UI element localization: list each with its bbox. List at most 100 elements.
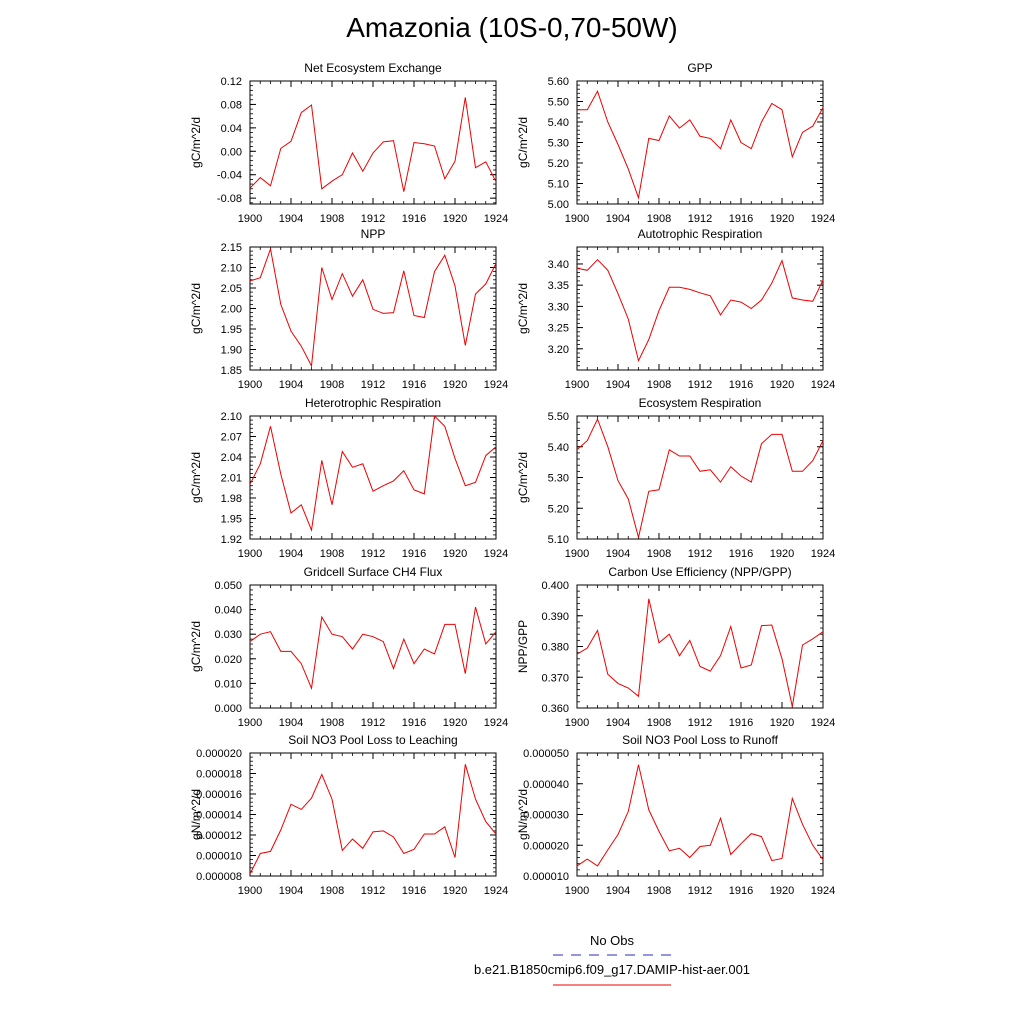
- panel-2: NPP gC/m^2/d 1900 1904 1908 1912 1916 1920 1924 1…: [189, 227, 508, 391]
- x-tick-label: 1912: [688, 885, 712, 897]
- y-tick-label: 2.01: [221, 473, 242, 485]
- x-tick-label: 1900: [238, 717, 262, 729]
- y-tick-label: 0.050: [214, 580, 242, 592]
- y-tick-label: 0.000010: [196, 851, 242, 863]
- x-tick-label: 1904: [606, 548, 630, 560]
- x-tick-label: 1920: [770, 548, 794, 560]
- panel-frame: [576, 752, 824, 877]
- y-tick-label: 1.85: [221, 365, 242, 377]
- y-tick-label: 0.000012: [196, 830, 242, 842]
- y-axis-label: gN/m^2/d: [516, 789, 530, 840]
- y-tick-label: 2.04: [221, 452, 242, 464]
- y-axis-label: gC/m^2/d: [189, 621, 203, 672]
- y-tick-label: 0.040: [214, 605, 242, 617]
- x-tick-label: 1908: [320, 885, 344, 897]
- x-tick-label: 1920: [770, 717, 794, 729]
- x-tick-label: 1900: [565, 379, 589, 391]
- x-tick-label: 1908: [320, 548, 344, 560]
- x-tick-label: 1904: [279, 885, 303, 897]
- panel-1: GPP gC/m^2/d 1900 1904 1908 1912 1916 1920 1924 5…: [516, 61, 835, 225]
- x-tick-label: 1924: [484, 717, 508, 729]
- series-line-0: [249, 414, 497, 532]
- x-tick-label: 1920: [443, 213, 467, 225]
- x-tick-label: 1916: [729, 717, 753, 729]
- y-tick-label: 5.50: [548, 411, 569, 423]
- panel-title: Net Ecosystem Exchange: [304, 61, 442, 75]
- x-tick-label: 1912: [688, 213, 712, 225]
- y-tick-label: 0.030: [214, 629, 242, 641]
- x-tick-label: 1904: [279, 548, 303, 560]
- y-tick-label: 0.020: [214, 654, 242, 666]
- panel-3: Autotrophic Respiration gC/m^2/d 1900 1904 1…: [516, 227, 835, 391]
- x-tick-label: 1916: [402, 379, 426, 391]
- x-tick-label: 1912: [361, 717, 385, 729]
- panel-title: Carbon Use Efficiency (NPP/GPP): [608, 565, 791, 579]
- y-tick-label: 2.00: [221, 304, 242, 316]
- y-tick-label: 0.010: [214, 678, 242, 690]
- x-tick-label: 1924: [811, 548, 835, 560]
- series-line-0: [576, 598, 824, 707]
- x-tick-label: 1916: [729, 213, 753, 225]
- y-tick-label: 2.07: [221, 432, 242, 444]
- panel-7: Carbon Use Efficiency (NPP/GPP) NPP/GPP 19…: [516, 565, 835, 729]
- y-tick-label: 5.40: [548, 442, 569, 454]
- y-tick-label: 5.00: [548, 199, 569, 211]
- y-tick-label: 0.04: [221, 123, 242, 135]
- panel-title: Soil NO3 Pool Loss to Leaching: [288, 733, 457, 747]
- y-axis-label: gC/m^2/d: [189, 452, 203, 503]
- x-tick-label: 1904: [279, 379, 303, 391]
- y-tick-label: 3.25: [548, 323, 569, 335]
- x-tick-label: 1920: [443, 548, 467, 560]
- y-tick-label: 5.30: [548, 138, 569, 150]
- y-tick-label: 3.20: [548, 344, 569, 356]
- panel-title: Autotrophic Respiration: [638, 227, 763, 241]
- x-tick-label: 1920: [770, 213, 794, 225]
- y-tick-label: 0.000016: [196, 789, 242, 801]
- y-tick-label: 2.10: [221, 263, 242, 275]
- x-tick-label: 1916: [402, 213, 426, 225]
- panel-frame: [249, 415, 497, 540]
- y-tick-label: 0.370: [541, 672, 569, 684]
- x-tick-label: 1916: [729, 379, 753, 391]
- y-tick-label: 5.20: [548, 158, 569, 170]
- panel-title: NPP: [361, 227, 386, 241]
- x-tick-label: 1924: [484, 548, 508, 560]
- y-tick-label: 3.40: [548, 259, 569, 271]
- x-tick-label: 1900: [565, 213, 589, 225]
- y-tick-label: -0.08: [217, 193, 242, 205]
- x-tick-label: 1912: [361, 885, 385, 897]
- x-tick-label: 1924: [811, 213, 835, 225]
- x-tick-label: 1908: [647, 717, 671, 729]
- x-tick-label: 1904: [279, 213, 303, 225]
- y-tick-label: 1.92: [221, 534, 242, 546]
- panel-frame: [576, 80, 824, 205]
- y-tick-label: 2.10: [221, 411, 242, 423]
- y-tick-label: 0.000: [214, 703, 242, 715]
- x-tick-label: 1904: [279, 717, 303, 729]
- y-tick-label: 0.000010: [523, 871, 569, 883]
- series-line-0: [249, 247, 497, 368]
- y-tick-label: 5.20: [548, 503, 569, 515]
- y-tick-label: 0.000014: [196, 810, 242, 822]
- panel-frame: [249, 80, 497, 205]
- y-axis-label: gC/m^2/d: [516, 452, 530, 503]
- y-tick-label: 1.98: [221, 493, 242, 505]
- y-tick-label: 1.95: [221, 324, 242, 336]
- x-tick-label: 1924: [811, 717, 835, 729]
- x-tick-label: 1924: [484, 379, 508, 391]
- y-tick-label: 0.400: [541, 580, 569, 592]
- x-tick-label: 1908: [647, 213, 671, 225]
- x-tick-label: 1920: [770, 379, 794, 391]
- y-axis-label: NPP/GPP: [516, 620, 530, 673]
- y-axis-label: gC/m^2/d: [516, 283, 530, 334]
- y-tick-label: 0.08: [221, 99, 242, 111]
- y-tick-label: 5.40: [548, 117, 569, 129]
- panel-9: Soil NO3 Pool Loss to Runoff gN/m^2/d 1900…: [516, 733, 835, 897]
- y-tick-label: 5.60: [548, 76, 569, 88]
- x-tick-label: 1912: [361, 379, 385, 391]
- x-tick-label: 1908: [647, 885, 671, 897]
- x-tick-label: 1904: [606, 717, 630, 729]
- y-tick-label: -0.04: [217, 170, 242, 182]
- y-tick-label: 0.000050: [523, 748, 569, 760]
